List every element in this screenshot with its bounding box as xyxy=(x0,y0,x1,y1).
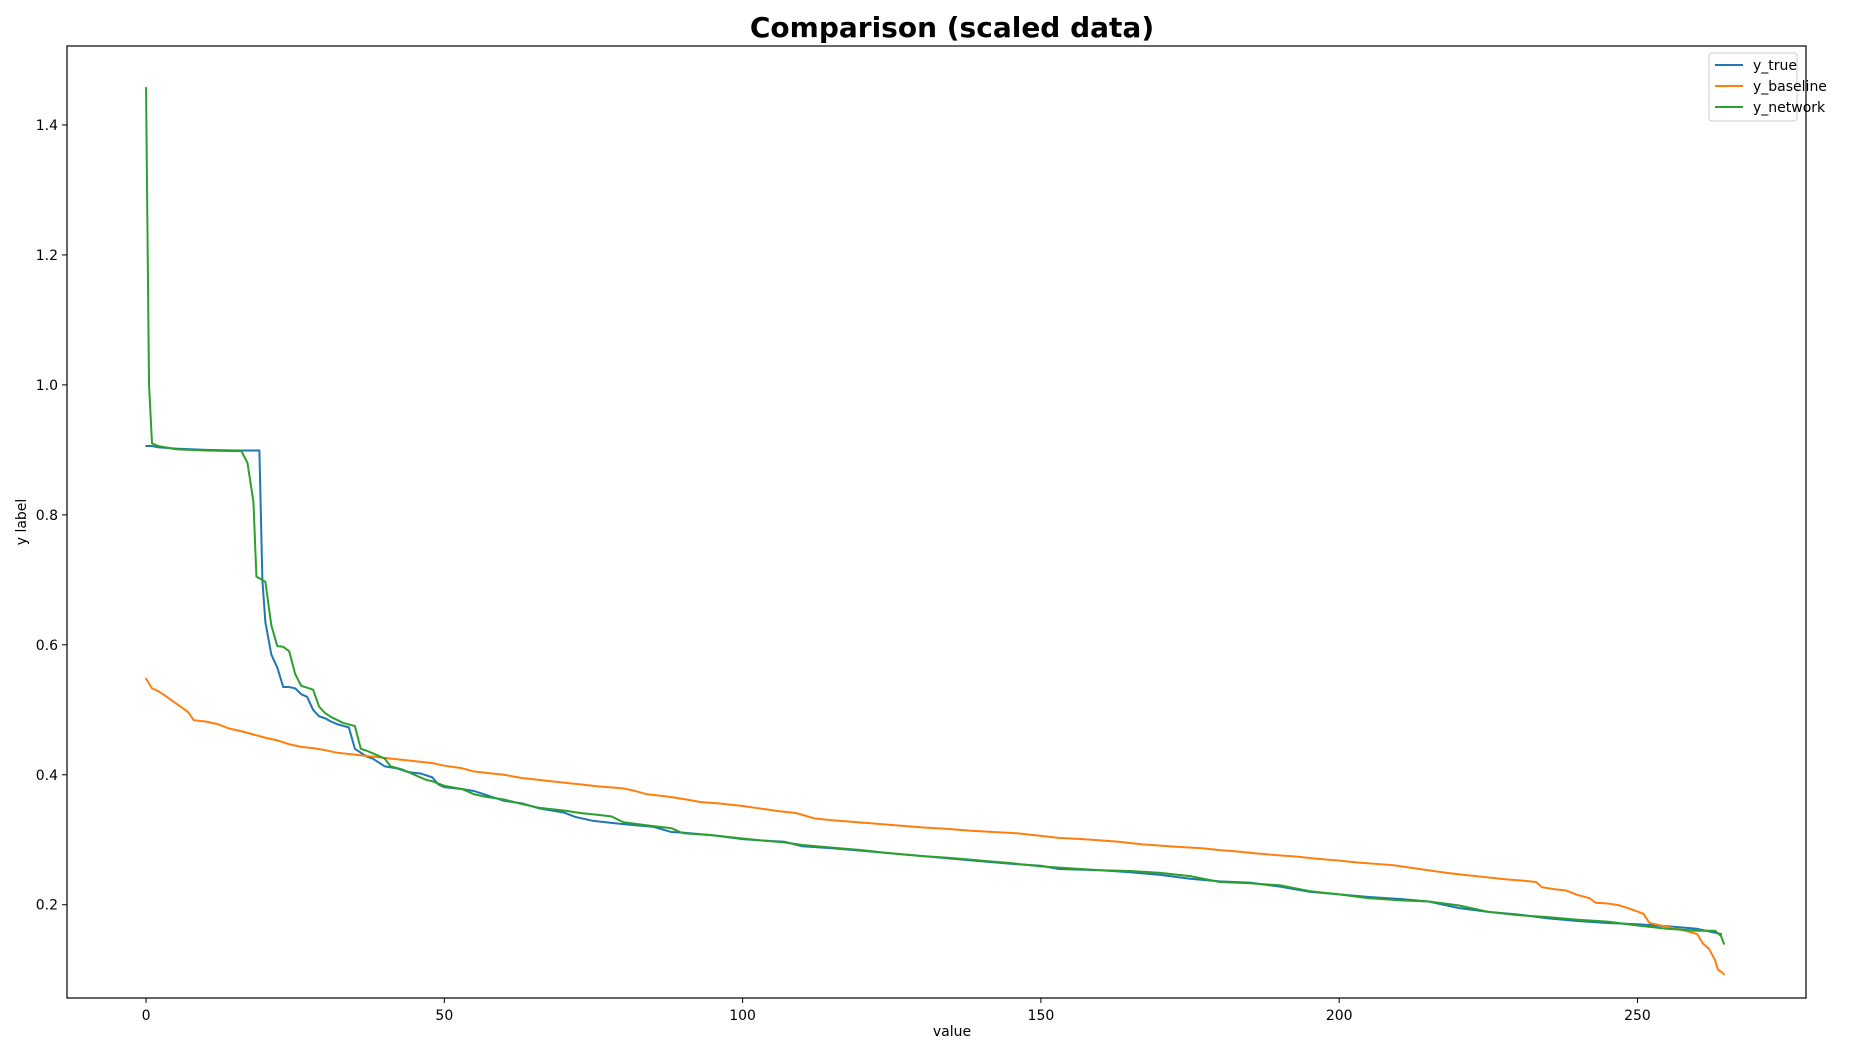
x-axis-ticks: 0 50 100 150 200 250 xyxy=(142,998,1651,1024)
x-tick-label: 0 xyxy=(142,1008,151,1024)
x-axis-label: value xyxy=(933,1024,971,1040)
x-tick-label: 250 xyxy=(1624,1008,1651,1024)
y-tick-label: 1.2 xyxy=(36,248,58,264)
y-tick-label: 0.6 xyxy=(36,638,58,654)
y-axis-label: y label xyxy=(14,499,30,546)
y-tick-label: 1.4 xyxy=(36,118,58,134)
y-tick-label: 0.8 xyxy=(36,508,58,524)
legend-label-y_true: y_true xyxy=(1753,58,1797,74)
legend: y_true y_baseline y_network xyxy=(1708,52,1827,122)
x-tick-label: 50 xyxy=(435,1008,453,1024)
x-tick-label: 150 xyxy=(1028,1008,1055,1024)
legend-label-y_baseline: y_baseline xyxy=(1753,79,1827,95)
chart-title: Comparison (scaled data) xyxy=(750,11,1154,44)
y-tick-label: 0.4 xyxy=(36,768,58,784)
series-line-y_network xyxy=(145,86,1725,945)
plot-frame xyxy=(66,45,1807,999)
y-tick-label: 0.2 xyxy=(36,898,58,914)
series-line-y_baseline xyxy=(145,677,1725,976)
x-tick-label: 200 xyxy=(1326,1008,1353,1024)
y-tick-label: 1.0 xyxy=(36,378,58,394)
legend-box xyxy=(1708,52,1798,122)
legend-label-y_network: y_network xyxy=(1753,100,1826,116)
plot-lines xyxy=(145,86,1725,976)
series-line-y_true xyxy=(145,444,1722,935)
x-tick-label: 100 xyxy=(729,1008,756,1024)
y-axis-ticks: 0.2 0.4 0.6 0.8 1.0 1.2 1.4 xyxy=(36,118,67,914)
